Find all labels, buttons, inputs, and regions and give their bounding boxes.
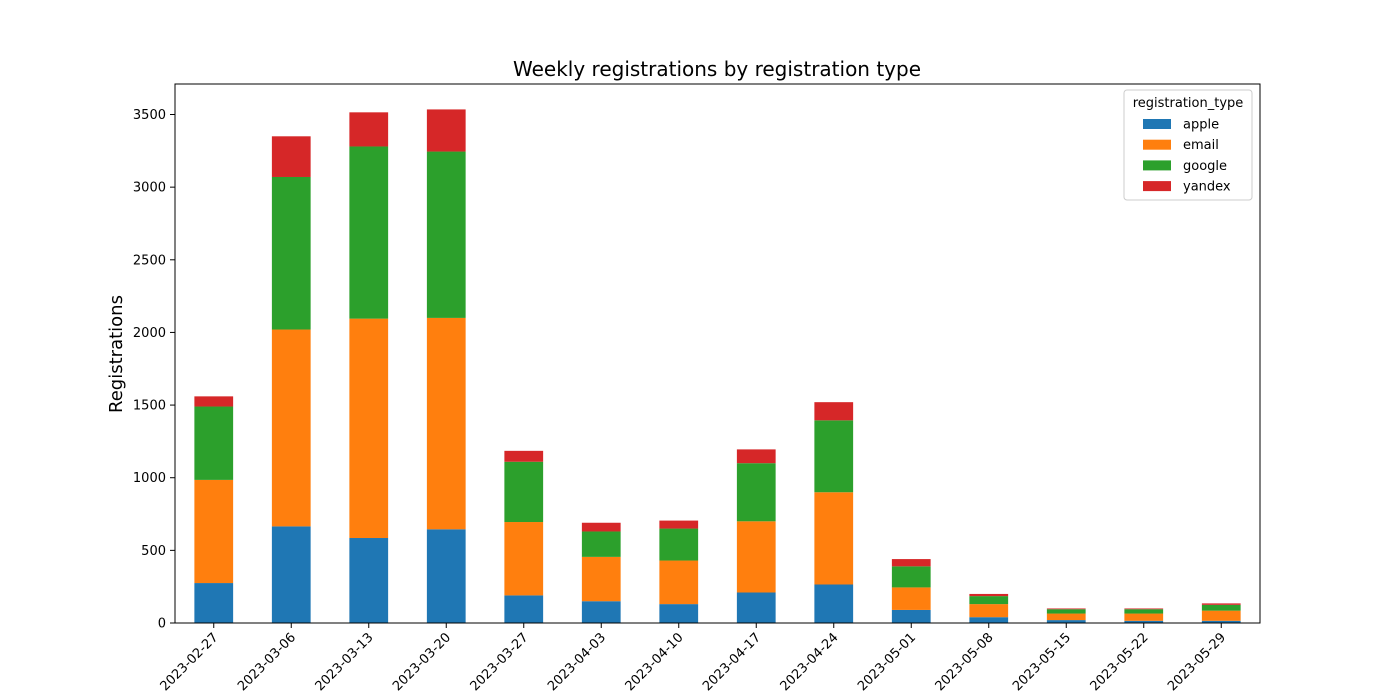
bar-google-2023-05-08 <box>969 596 1009 605</box>
y-tick-label: 1000 <box>133 471 166 486</box>
bar-google-2023-05-01 <box>891 566 931 588</box>
bar-yandex-2023-04-10 <box>659 520 699 529</box>
bar-apple-2023-02-27 <box>194 583 234 623</box>
bar-email-2023-03-06 <box>271 329 311 527</box>
legend-box <box>1123 89 1253 201</box>
bar-apple-2023-03-13 <box>349 538 389 623</box>
legend-label-apple: apple <box>1183 118 1219 133</box>
bar-apple-2023-04-24 <box>814 584 854 623</box>
plot-frame <box>174 83 1261 624</box>
bar-yandex-2023-05-08 <box>969 593 1009 597</box>
bar-apple-2023-05-22 <box>1124 620 1164 623</box>
y-tick-label: 2500 <box>133 253 166 268</box>
x-tick-label: 2023-05-15 <box>1010 630 1074 694</box>
bar-yandex-2023-03-06 <box>271 136 311 177</box>
x-tick-label: 2023-05-08 <box>933 630 997 694</box>
bars-group <box>194 109 1241 623</box>
bar-google-2023-03-27 <box>504 461 544 523</box>
legend-swatch-apple <box>1143 119 1171 129</box>
bar-email-2023-04-10 <box>659 560 699 605</box>
y-tick-label: 500 <box>141 544 166 559</box>
bar-email-2023-04-03 <box>581 556 621 602</box>
chart-title: Weekly registrations by registration typ… <box>513 57 921 81</box>
x-tick-label: 2023-03-06 <box>235 630 299 694</box>
bar-email-2023-05-22 <box>1124 613 1164 621</box>
legend-label-yandex: yandex <box>1183 180 1231 195</box>
bar-google-2023-04-03 <box>581 531 621 557</box>
bar-apple-2023-05-01 <box>891 609 931 623</box>
bar-apple-2023-03-06 <box>271 526 311 623</box>
y-tick-label: 2000 <box>133 326 166 341</box>
bar-email-2023-05-29 <box>1201 610 1241 621</box>
bar-google-2023-05-15 <box>1046 609 1086 614</box>
bar-google-2023-05-22 <box>1124 609 1164 614</box>
bar-apple-2023-03-27 <box>504 595 544 623</box>
bar-apple-2023-03-20 <box>426 529 466 623</box>
y-tick-label: 1500 <box>133 399 166 414</box>
bar-google-2023-02-27 <box>194 406 234 480</box>
y-axis-label: Registrations <box>106 295 127 413</box>
bar-yandex-2023-04-03 <box>581 522 621 532</box>
x-tick-label: 2023-04-24 <box>778 630 842 694</box>
x-tick-label: 2023-05-01 <box>855 630 919 694</box>
bar-email-2023-03-20 <box>426 317 466 530</box>
bar-yandex-2023-05-01 <box>891 559 931 567</box>
y-tick-label: 0 <box>158 617 166 632</box>
bar-yandex-2023-05-15 <box>1046 608 1086 610</box>
bar-google-2023-03-06 <box>271 176 311 330</box>
bar-email-2023-05-08 <box>969 604 1009 618</box>
bar-email-2023-02-27 <box>194 479 234 584</box>
x-tick-label: 2023-04-03 <box>545 630 609 694</box>
legend-swatch-yandex <box>1143 181 1171 192</box>
bar-yandex-2023-05-22 <box>1124 608 1164 610</box>
bar-apple-2023-05-29 <box>1201 620 1241 623</box>
bar-email-2023-04-24 <box>814 492 854 585</box>
bar-yandex-2023-02-27 <box>194 396 234 407</box>
y-tick-label: 3500 <box>133 108 166 123</box>
bar-yandex-2023-04-24 <box>814 402 854 421</box>
x-axis: 2023-02-27 2023-03-06 2023-03-13 2023-03-20… <box>158 623 1229 694</box>
bar-apple-2023-04-10 <box>659 604 699 623</box>
x-tick-label: 2023-03-20 <box>390 630 454 694</box>
legend-swatch-email <box>1143 139 1171 150</box>
bar-yandex-2023-05-29 <box>1201 603 1241 605</box>
bar-google-2023-05-29 <box>1201 604 1241 611</box>
x-tick-label: 2023-04-17 <box>700 630 764 694</box>
y-tick-label: 3000 <box>133 181 166 196</box>
x-tick-label: 2023-03-13 <box>313 630 377 694</box>
legend-swatch-google <box>1143 160 1171 171</box>
bar-google-2023-03-13 <box>349 146 389 319</box>
x-tick-label: 2023-02-27 <box>158 630 222 694</box>
x-tick-label: 2023-03-27 <box>468 630 532 694</box>
legend-label-google: google <box>1183 159 1227 174</box>
x-tick-label: 2023-05-22 <box>1088 630 1152 694</box>
bar-google-2023-04-10 <box>659 528 699 561</box>
bar-yandex-2023-03-27 <box>504 450 544 462</box>
bar-yandex-2023-03-20 <box>426 109 466 152</box>
bar-apple-2023-05-15 <box>1046 620 1086 623</box>
bar-email-2023-03-13 <box>349 318 389 539</box>
bar-email-2023-03-27 <box>504 522 544 596</box>
bar-apple-2023-04-03 <box>581 601 621 623</box>
bar-email-2023-05-15 <box>1046 613 1086 621</box>
legend-title: registration_type <box>1133 96 1244 111</box>
bar-google-2023-04-17 <box>736 463 776 522</box>
bar-apple-2023-04-17 <box>736 592 776 623</box>
bar-yandex-2023-04-17 <box>736 449 776 464</box>
bar-yandex-2023-03-13 <box>349 112 389 147</box>
bar-email-2023-05-01 <box>891 587 931 610</box>
bar-email-2023-04-17 <box>736 521 776 593</box>
y-axis: 0 500 1000 1500 2000 2500 3000 3500 <box>133 108 175 632</box>
bar-google-2023-04-24 <box>814 420 854 493</box>
bar-google-2023-03-20 <box>426 151 466 318</box>
bar-apple-2023-05-08 <box>969 617 1009 623</box>
x-tick-label: 2023-04-10 <box>623 630 687 694</box>
legend-label-email: email <box>1183 138 1219 153</box>
x-tick-label: 2023-05-29 <box>1165 630 1229 694</box>
